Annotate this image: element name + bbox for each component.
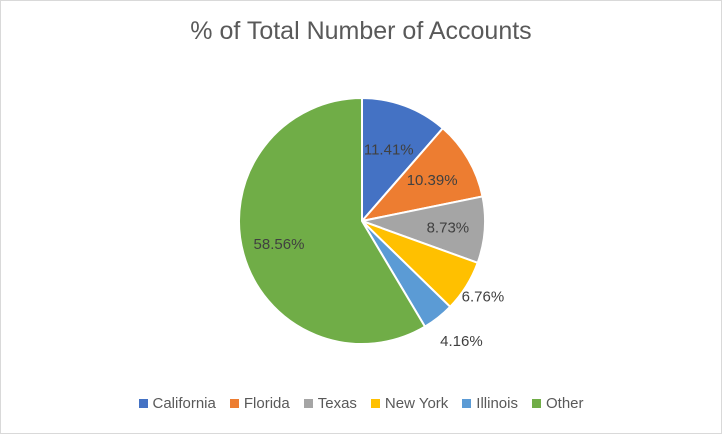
legend-swatch xyxy=(462,399,472,408)
pie-slice-florida xyxy=(359,126,484,223)
legend-item-new-york: New York xyxy=(370,395,449,412)
legend-swatch xyxy=(303,399,313,408)
legend-swatch xyxy=(370,399,380,408)
legend-item-florida: Florida xyxy=(229,395,290,412)
legend-item-california: California xyxy=(138,395,216,412)
legend-item-texas: Texas xyxy=(303,395,357,412)
data-label-new-york: 6.76% xyxy=(462,289,505,306)
legend-swatch xyxy=(138,399,148,408)
legend-label: Florida xyxy=(243,395,290,412)
legend-item-illinois: Illinois xyxy=(462,395,518,412)
legend-label: Texas xyxy=(317,395,357,412)
pie-slice-other xyxy=(238,96,427,345)
data-label-other: 58.56% xyxy=(254,236,305,253)
data-label-florida: 10.39% xyxy=(407,172,458,189)
legend-swatch xyxy=(229,399,239,408)
data-label-illinois: 4.16% xyxy=(440,333,483,350)
legend-item-other: Other xyxy=(531,395,584,412)
pie-slice-california xyxy=(361,96,445,224)
chart-legend: California Florida Texas New York Illinois Ot… xyxy=(1,395,721,412)
legend-label: Other xyxy=(545,395,584,412)
legend-label: New York xyxy=(384,395,449,412)
data-label-texas: 8.73% xyxy=(427,219,470,236)
legend-swatch xyxy=(531,399,541,408)
legend-label: California xyxy=(152,395,216,412)
legend-label: Illinois xyxy=(476,395,518,412)
chart-title: % of Total Number of Accounts xyxy=(190,17,532,45)
data-label-california: 11.41% xyxy=(364,142,414,159)
